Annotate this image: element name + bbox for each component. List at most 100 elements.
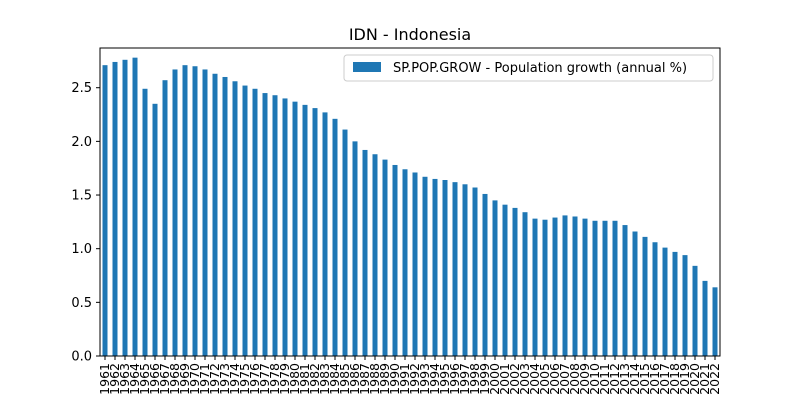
bar-1967 [162, 80, 168, 356]
bar-1974 [232, 81, 238, 357]
x-tick-label: 1993 [417, 363, 432, 395]
x-tick-label: 1997 [457, 363, 472, 395]
x-tick-label: 2002 [507, 363, 522, 395]
bars-group [102, 57, 718, 357]
bar-1976 [252, 88, 258, 356]
bar-2014 [632, 231, 638, 356]
bar-1995 [442, 180, 448, 356]
x-tick-label: 2016 [647, 363, 662, 395]
bar-1966 [152, 103, 158, 356]
x-tick-label: 1991 [397, 363, 412, 395]
x-tick-label: 1961 [97, 363, 112, 395]
x-tick-label: 1995 [437, 363, 452, 395]
x-tick-label: 1965 [137, 363, 152, 395]
x-tick-label: 1988 [367, 363, 382, 395]
y-tick-label: 1.0 [71, 242, 92, 257]
bar-2015 [642, 236, 648, 356]
y-tick-label: 0.0 [71, 350, 92, 365]
bar-2011 [602, 220, 608, 356]
y-tick-label: 2.5 [71, 81, 92, 96]
x-tick-label: 2012 [607, 363, 622, 395]
x-tick-label: 2014 [627, 363, 642, 395]
bar-1965 [142, 88, 148, 356]
bar-2010 [592, 220, 598, 356]
bar-1993 [422, 176, 428, 356]
x-tick-label: 1971 [197, 363, 212, 395]
x-tick-label: 1994 [427, 363, 442, 395]
x-tick-label: 1979 [277, 363, 292, 395]
x-tick-label: 1999 [477, 363, 492, 395]
x-tick-label: 1984 [327, 363, 342, 395]
bar-2009 [582, 218, 588, 356]
bar-1973 [222, 76, 228, 356]
bar-1984 [332, 118, 338, 356]
x-tick-label: 1996 [447, 363, 462, 395]
bar-1988 [372, 154, 378, 356]
x-tick-label: 2019 [677, 363, 692, 395]
x-tick-label: 2015 [637, 363, 652, 395]
plot-frame [99, 47, 721, 357]
x-tick-label: 1981 [297, 363, 312, 395]
x-tick-label: 1973 [217, 363, 232, 395]
x-tick-label: 1963 [117, 363, 132, 395]
bar-1998 [472, 187, 478, 356]
x-tick-label: 1989 [377, 363, 392, 395]
x-tick-label: 1974 [227, 363, 242, 395]
x-tick-label: 1985 [337, 363, 352, 395]
bar-1990 [392, 164, 398, 356]
legend-label: SP.POP.GROW - Population growth (annual … [393, 61, 687, 76]
x-tick-label: 1966 [147, 363, 162, 395]
bar-1972 [212, 73, 218, 356]
bar-1987 [362, 149, 368, 356]
bar-1986 [352, 141, 358, 356]
x-tick-label: 2020 [687, 363, 702, 395]
bar-2013 [622, 225, 628, 356]
bar-1985 [342, 129, 348, 356]
x-tick-label: 2010 [587, 363, 602, 395]
y-tick-label: 0.5 [71, 296, 92, 311]
x-tick-label: 1977 [257, 363, 272, 395]
bar-2019 [682, 255, 688, 356]
x-tick-label: 2008 [567, 363, 582, 395]
legend-swatch [353, 62, 381, 72]
bar-1968 [172, 69, 178, 357]
x-tick-label: 1987 [357, 363, 372, 395]
x-tick-label: 1964 [127, 363, 142, 395]
chart-title: IDN - Indonesia [349, 25, 471, 44]
axes-group: 0.00.51.01.52.02.51961196219631964196519… [71, 47, 722, 395]
bar-1991 [402, 169, 408, 356]
x-tick-label: 1975 [237, 363, 252, 395]
x-tick-label: 1970 [187, 363, 202, 395]
x-tick-label: 1990 [387, 363, 402, 395]
bar-2008 [572, 216, 578, 356]
x-tick-label: 2003 [517, 363, 532, 395]
x-tick-label: 1962 [107, 363, 122, 395]
x-tick-label: 1980 [287, 363, 302, 395]
x-tick-label: 2021 [697, 363, 712, 395]
bar-2012 [612, 220, 618, 356]
y-tick-label: 2.0 [71, 135, 92, 150]
legend: SP.POP.GROW - Population growth (annual … [343, 54, 714, 82]
bar-2018 [672, 251, 678, 356]
x-tick-label: 1976 [247, 363, 262, 395]
bar-1981 [302, 104, 308, 356]
bar-1992 [412, 172, 418, 356]
x-tick-label: 2001 [497, 363, 512, 395]
x-tick-label: 1982 [307, 363, 322, 395]
x-tick-label: 1992 [407, 363, 422, 395]
bar-1997 [462, 184, 468, 356]
x-tick-label: 1978 [267, 363, 282, 395]
bar-1980 [292, 101, 298, 356]
bar-1979 [282, 98, 288, 356]
x-tick-label: 2007 [557, 363, 572, 395]
y-tick-label: 1.5 [71, 189, 92, 204]
bar-1963 [122, 59, 128, 357]
x-tick-label: 2017 [657, 363, 672, 395]
x-tick-label: 2018 [667, 363, 682, 395]
x-tick-label: 2006 [547, 363, 562, 395]
bar-1983 [322, 112, 328, 356]
bar-2021 [702, 280, 708, 356]
bar-2003 [522, 212, 528, 356]
bar-1962 [112, 61, 118, 356]
bar-1982 [312, 108, 318, 356]
